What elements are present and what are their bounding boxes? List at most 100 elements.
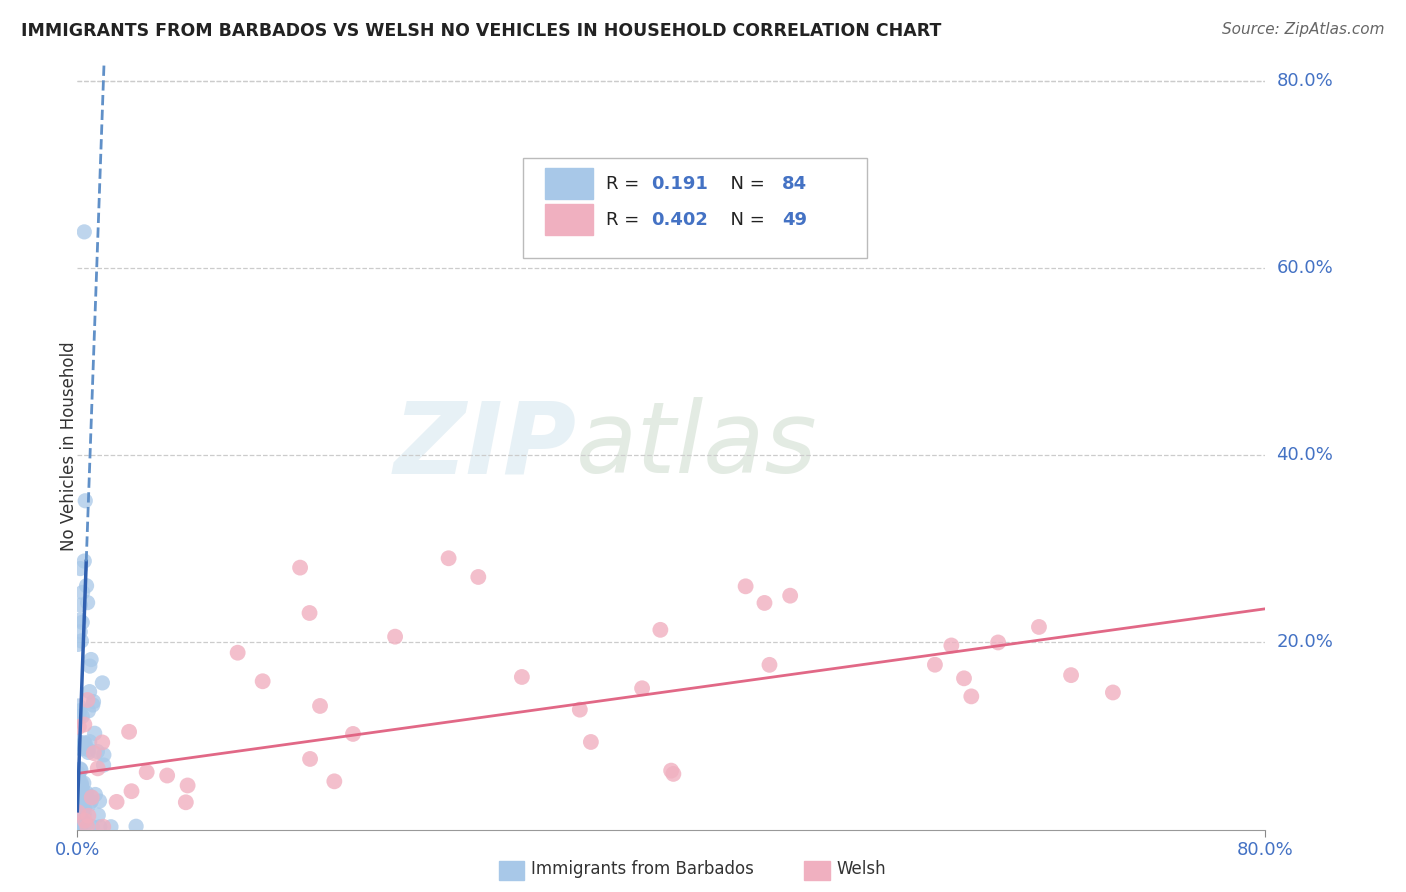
Point (72, 739, 94, 753)
Point (93, 747, 115, 762)
Point (510, 670, 533, 684)
Point (69, 561, 91, 575)
Text: 80.0%: 80.0% (1277, 72, 1333, 90)
Text: 40.0%: 40.0% (1277, 446, 1333, 465)
Point (69, 805, 91, 819)
Text: 84: 84 (782, 175, 807, 193)
Point (342, 727, 364, 741)
Text: atlas: atlas (576, 398, 818, 494)
Point (174, 795, 197, 809)
Point (72, 800, 94, 814)
Point (75, 786, 97, 800)
Point (70, 791, 93, 805)
Text: ZIP: ZIP (394, 398, 576, 494)
Point (72, 796, 94, 810)
Point (80, 794, 103, 808)
Point (79, 659, 101, 673)
Point (73, 554, 96, 568)
Point (87, 761, 110, 775)
Point (70, 778, 93, 792)
Point (73, 806, 96, 821)
Point (89, 820, 111, 834)
Point (76, 817, 98, 831)
Point (80, 790, 103, 805)
Point (82, 698, 104, 712)
Point (80, 652, 103, 666)
Point (67, 698, 90, 713)
Point (437, 551, 460, 566)
Point (80, 789, 103, 804)
Point (121, 784, 143, 798)
Point (73, 225, 96, 239)
Point (77, 704, 100, 718)
Bar (546, 169, 593, 199)
Point (70, 780, 93, 795)
Point (987, 635, 1010, 649)
Point (758, 657, 780, 672)
Point (309, 698, 332, 713)
Point (69, 598, 91, 612)
Text: Immigrants from Barbados: Immigrants from Barbados (531, 860, 755, 878)
Point (66, 734, 89, 748)
Point (70, 781, 93, 796)
Point (631, 681, 654, 696)
Point (75, 737, 97, 751)
Point (70, 741, 93, 756)
Point (70, 763, 93, 777)
Point (1028, 620, 1050, 634)
Text: R =: R = (606, 211, 645, 228)
Bar (546, 204, 593, 235)
Text: Source: ZipAtlas.com: Source: ZipAtlas.com (1222, 22, 1385, 37)
Point (73, 776, 96, 790)
Y-axis label: No Vehicles in Household: No Vehicles in Household (60, 341, 77, 551)
Point (91, 820, 114, 834)
Point (66, 820, 89, 834)
Point (82, 820, 104, 834)
Point (69, 813, 91, 827)
Point (75, 493, 97, 508)
Text: N =: N = (718, 175, 770, 193)
Point (67, 766, 90, 780)
Point (69, 704, 91, 718)
Point (650, 623, 672, 637)
Point (953, 671, 976, 685)
Point (72, 817, 94, 831)
Point (67, 774, 90, 789)
Point (70, 813, 93, 827)
Point (70, 634, 93, 648)
Point (226, 646, 249, 660)
FancyBboxPatch shape (523, 158, 868, 258)
Text: 0.402: 0.402 (651, 211, 709, 228)
Point (76, 693, 98, 707)
Point (72, 585, 94, 599)
Point (299, 752, 322, 766)
Point (77, 797, 100, 812)
Point (77, 743, 100, 757)
Point (67, 790, 90, 805)
Point (323, 774, 346, 789)
Point (105, 795, 128, 809)
Point (659, 764, 682, 778)
Point (467, 570, 489, 584)
Text: 60.0%: 60.0% (1277, 260, 1333, 277)
Point (941, 639, 963, 653)
Point (73, 717, 96, 731)
Point (67, 781, 90, 796)
Point (754, 596, 776, 610)
Point (89, 794, 111, 808)
Point (67, 709, 90, 723)
Point (579, 735, 602, 749)
Point (1060, 668, 1083, 682)
Point (924, 657, 946, 672)
Point (118, 724, 141, 739)
Point (69, 814, 91, 829)
Point (84, 788, 107, 802)
Point (67, 805, 90, 820)
Point (83, 746, 105, 760)
Point (69, 800, 91, 814)
Point (67, 720, 90, 734)
Point (82, 695, 104, 709)
Point (66, 637, 89, 651)
Point (67, 817, 90, 831)
Point (73, 814, 96, 828)
